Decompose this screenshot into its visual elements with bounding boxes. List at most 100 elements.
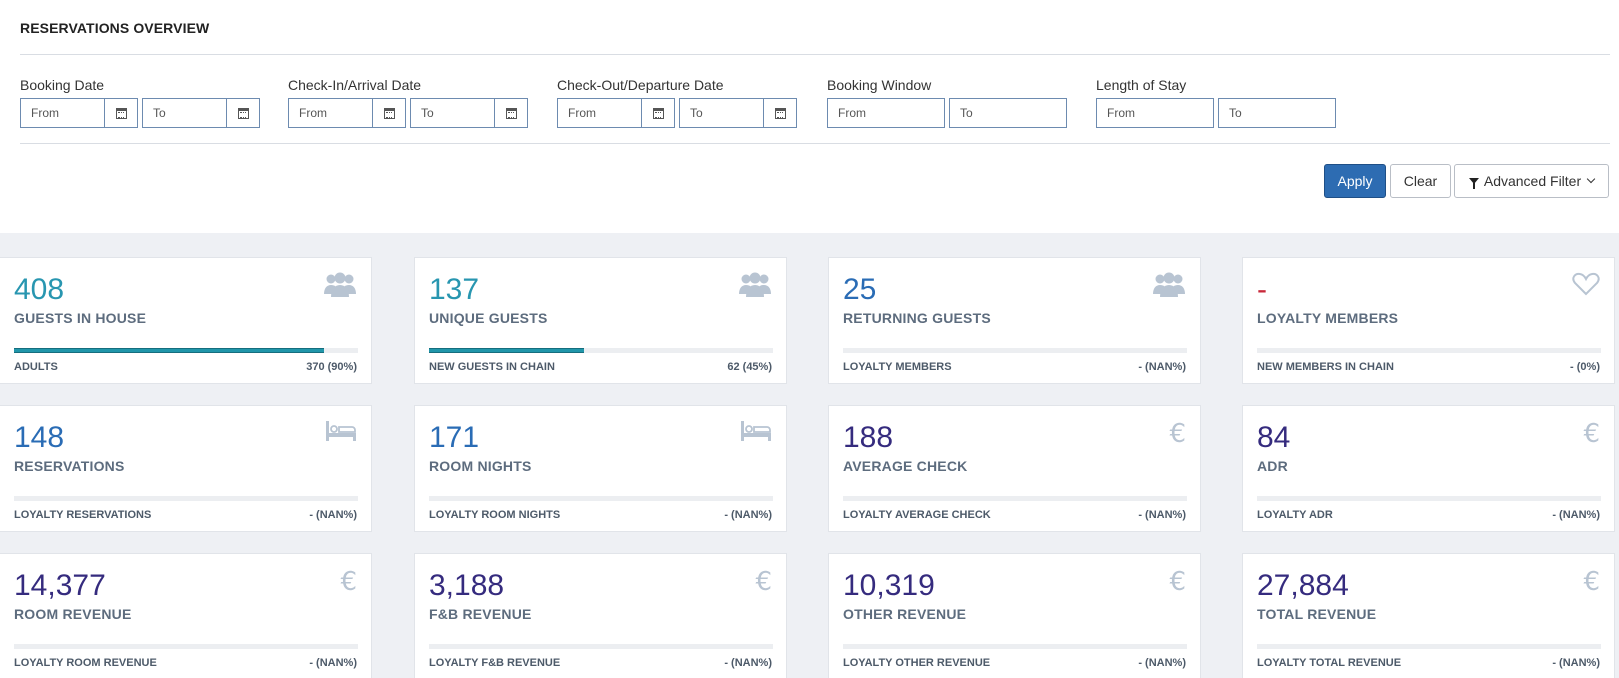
euro-icon: €	[1169, 419, 1186, 449]
kpi-progress-track	[14, 644, 358, 649]
kpi-card-adr: 84 ADR € LOYALTY ADR - (NAN%)	[1242, 405, 1615, 532]
page-title: RESERVATIONS OVERVIEW	[20, 20, 210, 36]
euro-icon: €	[755, 567, 772, 597]
kpi-progress-track	[14, 348, 358, 353]
heart-icon	[1572, 272, 1600, 301]
kpi-value: 137	[429, 273, 480, 306]
kpi-label: ROOM REVENUE	[14, 606, 132, 622]
kpi-progress-track	[1257, 348, 1601, 353]
filter-booking-date: Booking Date From To	[20, 75, 260, 128]
placeholder: To	[1229, 106, 1242, 120]
kpi-subvalue: - (NAN%)	[1138, 361, 1186, 373]
calendar-icon[interactable]	[763, 99, 796, 127]
kpi-card-loyalty-members: - LOYALTY MEMBERS NEW MEMBERS IN CHAIN - (0…	[1242, 257, 1615, 384]
kpi-sublabel: LOYALTY OTHER REVENUE	[843, 657, 991, 669]
kpi-label: RETURNING GUESTS	[843, 310, 991, 326]
checkout-date-to-input[interactable]: To	[679, 98, 797, 128]
kpi-subvalue: - (NAN%)	[1138, 657, 1186, 669]
users-icon	[1152, 272, 1186, 303]
clear-button[interactable]: Clear	[1390, 164, 1451, 198]
kpi-progress-track	[1257, 644, 1601, 649]
kpi-label: ROOM NIGHTS	[429, 458, 532, 474]
checkout-date-from-input[interactable]: From	[557, 98, 675, 128]
placeholder: From	[1107, 106, 1135, 120]
booking-window-from-input[interactable]: From	[827, 98, 945, 128]
kpi-card-average-check: 188 AVERAGE CHECK € LOYALTY AVERAGE CHECK - …	[828, 405, 1201, 532]
booking-window-to-input[interactable]: To	[949, 98, 1067, 128]
booking-date-from-input[interactable]: From	[20, 98, 138, 128]
kpi-value: -	[1257, 273, 1267, 306]
kpi-value: 171	[429, 421, 480, 454]
kpi-sublabel: NEW GUESTS IN CHAIN	[429, 361, 555, 373]
advanced-filter-label: Advanced Filter	[1483, 173, 1582, 189]
kpi-progress-track	[843, 348, 1187, 353]
kpi-sublabel: LOYALTY ROOM NIGHTS	[429, 509, 561, 521]
length-of-stay-to-input[interactable]: To	[1218, 98, 1336, 128]
placeholder: To	[960, 106, 973, 120]
kpi-progress-track	[429, 348, 773, 353]
kpi-card-unique-guests: 137 UNIQUE GUESTS NEW GUESTS IN CHAIN 62 (4…	[414, 257, 787, 384]
placeholder: From	[299, 106, 327, 120]
kpi-progress-track	[1257, 496, 1601, 501]
filter-label: Booking Window	[827, 77, 932, 93]
placeholder: From	[568, 106, 596, 120]
kpi-card-total-revenue: 27,884 TOTAL REVENUE € LOYALTY TOTAL REVENU…	[1242, 553, 1615, 678]
kpi-value: 27,884	[1257, 569, 1349, 602]
checkin-date-from-input[interactable]: From	[288, 98, 406, 128]
kpi-sublabel: LOYALTY TOTAL REVENUE	[1257, 657, 1402, 669]
kpi-progress-track	[843, 644, 1187, 649]
users-icon	[738, 272, 772, 303]
euro-icon: €	[1583, 567, 1600, 597]
kpi-label: GUESTS IN HOUSE	[14, 310, 147, 326]
kpi-card-reservations: 148 RESERVATIONS LOYALTY RESERVATIONS - (NA…	[0, 405, 372, 532]
booking-date-to-input[interactable]: To	[142, 98, 260, 128]
kpi-card-f-b-revenue: 3,188 F&B REVENUE € LOYALTY F&B REVENUE - (N…	[414, 553, 787, 678]
kpi-subvalue: 370 (90%)	[306, 361, 357, 373]
kpi-sublabel: NEW MEMBERS IN CHAIN	[1257, 361, 1394, 373]
length-of-stay-from-input[interactable]: From	[1096, 98, 1214, 128]
placeholder: To	[690, 106, 703, 120]
divider	[20, 54, 1610, 55]
kpi-sublabel: LOYALTY ROOM REVENUE	[14, 657, 157, 669]
calendar-icon[interactable]	[494, 99, 527, 127]
checkin-date-to-input[interactable]: To	[410, 98, 528, 128]
kpi-card-room-revenue: 14,377 ROOM REVENUE € LOYALTY ROOM REVENUE -…	[0, 553, 372, 678]
placeholder: From	[31, 106, 59, 120]
kpi-sublabel: LOYALTY RESERVATIONS	[14, 509, 152, 521]
kpi-label: OTHER REVENUE	[843, 606, 967, 622]
calendar-icon[interactable]	[226, 99, 259, 127]
placeholder: To	[153, 106, 166, 120]
kpi-label: RESERVATIONS	[14, 458, 125, 474]
filter-checkin-date: Check-In/Arrival Date From To	[288, 75, 528, 128]
kpi-subvalue: - (0%)	[1570, 361, 1600, 373]
kpi-subvalue: - (NAN%)	[1552, 509, 1600, 521]
kpi-subvalue: - (NAN%)	[309, 657, 357, 669]
kpi-value: 3,188	[429, 569, 505, 602]
kpi-label: LOYALTY MEMBERS	[1257, 310, 1399, 326]
filter-checkout-date: Check-Out/Departure Date From To	[557, 75, 797, 128]
kpi-subvalue: - (NAN%)	[724, 509, 772, 521]
kpi-progress-track	[429, 644, 773, 649]
kpi-value: 10,319	[843, 569, 935, 602]
euro-icon: €	[340, 567, 357, 597]
kpi-subvalue: - (NAN%)	[1138, 509, 1186, 521]
calendar-icon[interactable]	[641, 99, 674, 127]
kpi-progress-track	[429, 496, 773, 501]
divider	[20, 143, 1610, 144]
filter-icon	[1468, 178, 1479, 189]
kpi-progress-fill	[429, 348, 584, 353]
kpi-value: 408	[14, 273, 65, 306]
kpi-progress-track	[843, 496, 1187, 501]
kpi-label: UNIQUE GUESTS	[429, 310, 548, 326]
calendar-icon[interactable]	[372, 99, 405, 127]
kpi-subvalue: - (NAN%)	[1552, 657, 1600, 669]
advanced-filter-button[interactable]: Advanced Filter	[1454, 164, 1609, 198]
kpi-value: 188	[843, 421, 894, 454]
kpi-progress-track	[14, 496, 358, 501]
euro-icon: €	[1169, 567, 1186, 597]
kpi-sublabel: ADULTS	[14, 361, 58, 373]
filter-label: Check-Out/Departure Date	[557, 77, 724, 93]
apply-button[interactable]: Apply	[1324, 164, 1386, 198]
filter-length-of-stay: Length of Stay From To	[1096, 75, 1336, 128]
calendar-icon[interactable]	[104, 99, 137, 127]
